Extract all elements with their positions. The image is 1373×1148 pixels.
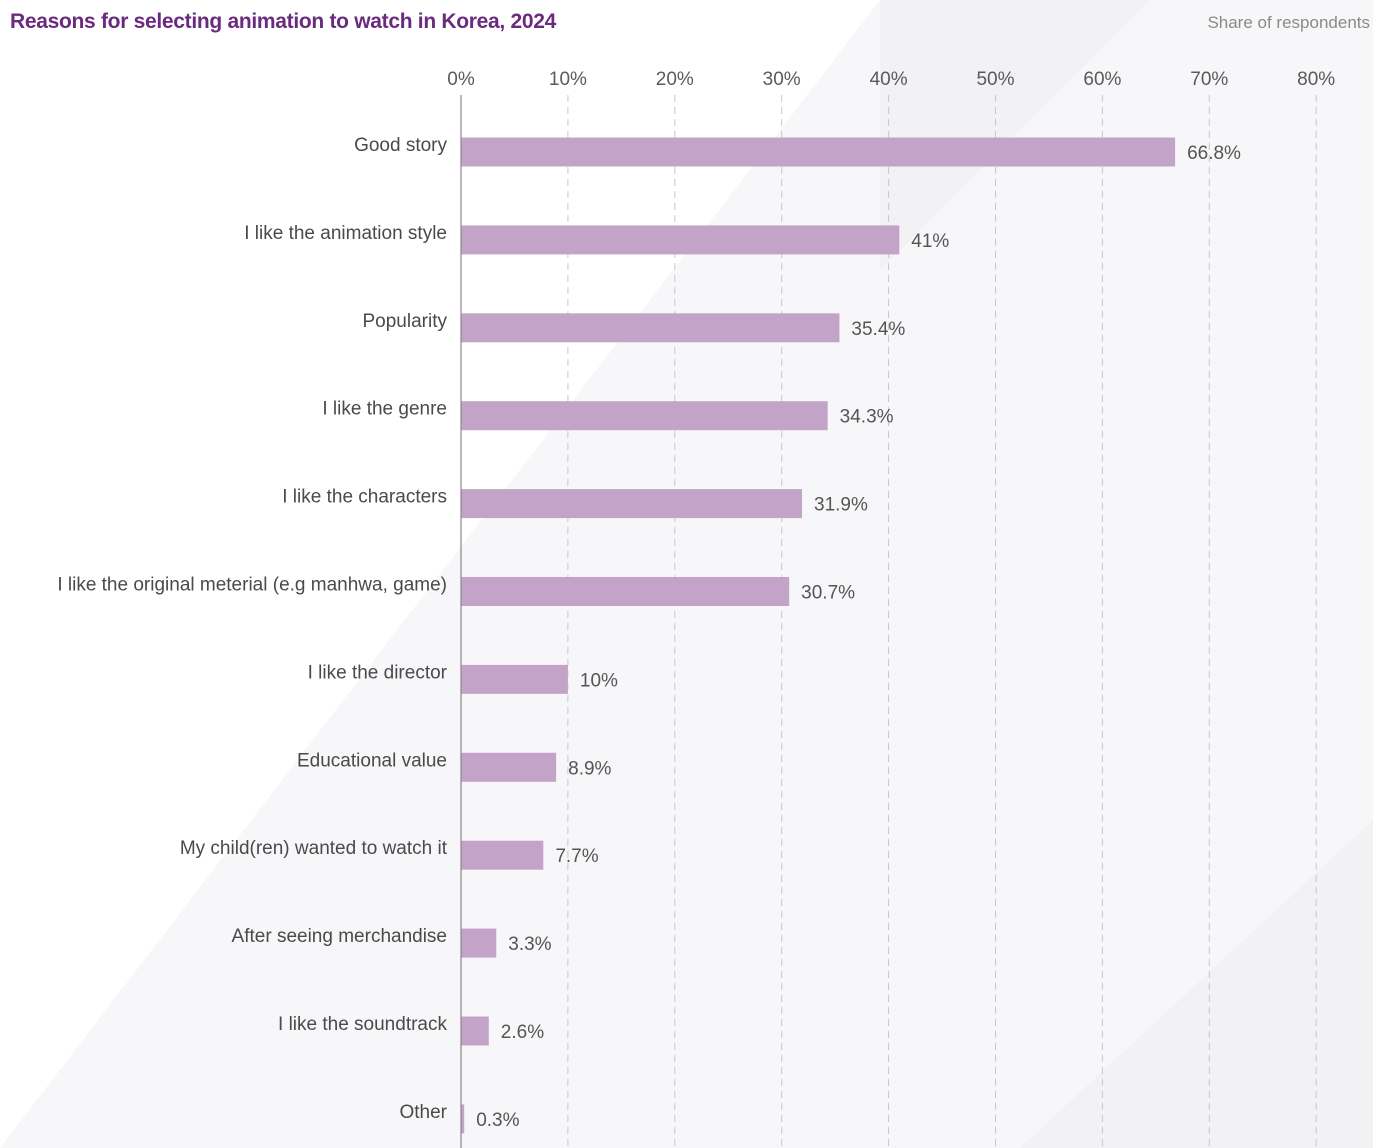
x-tick-label: 40% xyxy=(870,69,908,90)
x-tick-label: 20% xyxy=(656,69,694,90)
chart-title: Reasons for selecting animation to watch… xyxy=(10,10,556,33)
category-label: I like the soundtrack xyxy=(278,1014,447,1035)
x-tick-label: 30% xyxy=(763,69,801,90)
value-label: 30.7% xyxy=(801,583,855,604)
bar-7 xyxy=(461,752,557,782)
category-label: I like the characters xyxy=(282,487,447,508)
x-tick-label: 50% xyxy=(976,69,1014,90)
value-label: 31.9% xyxy=(814,495,868,516)
bar-1 xyxy=(461,225,900,255)
value-label: 2.6% xyxy=(501,1022,544,1043)
x-tick-label: 10% xyxy=(549,69,587,90)
value-label: 0.3% xyxy=(476,1110,519,1131)
value-label: 34.3% xyxy=(840,407,894,428)
bar-9 xyxy=(461,928,497,958)
category-label: Popularity xyxy=(363,311,448,332)
value-label: 10% xyxy=(580,670,618,691)
category-label: Good story xyxy=(354,135,447,156)
value-label: 66.8% xyxy=(1187,143,1241,164)
bar-5 xyxy=(461,577,790,606)
category-label: After seeing merchandise xyxy=(232,926,447,947)
x-tick-label: 70% xyxy=(1190,69,1228,90)
bar-0 xyxy=(461,137,1176,167)
chart-subtitle: Share of respondents xyxy=(1207,13,1370,32)
bar-11 xyxy=(461,1104,465,1134)
value-label: 8.9% xyxy=(568,758,611,779)
category-label: My child(ren) wanted to watch it xyxy=(180,838,448,859)
category-label: Educational value xyxy=(297,750,447,771)
x-tick-label: 0% xyxy=(447,69,475,90)
x-tick-label: 60% xyxy=(1083,69,1121,90)
value-label: 7.7% xyxy=(555,846,598,867)
category-label: I like the director xyxy=(308,662,448,683)
category-label: I like the genre xyxy=(322,399,447,420)
bar-10 xyxy=(461,1016,489,1046)
bar-8 xyxy=(461,840,544,870)
category-label: Other xyxy=(399,1102,447,1123)
value-label: 3.3% xyxy=(508,934,551,955)
bar-3 xyxy=(461,401,828,431)
category-label: I like the original meterial (e.g manhwa… xyxy=(57,575,447,596)
bar-4 xyxy=(461,489,803,519)
x-tick-label: 80% xyxy=(1297,69,1335,90)
value-label: 35.4% xyxy=(851,319,905,340)
value-label: 41% xyxy=(911,231,949,252)
bar-2 xyxy=(461,313,840,343)
bar-6 xyxy=(461,664,568,694)
category-label: I like the animation style xyxy=(244,223,447,244)
